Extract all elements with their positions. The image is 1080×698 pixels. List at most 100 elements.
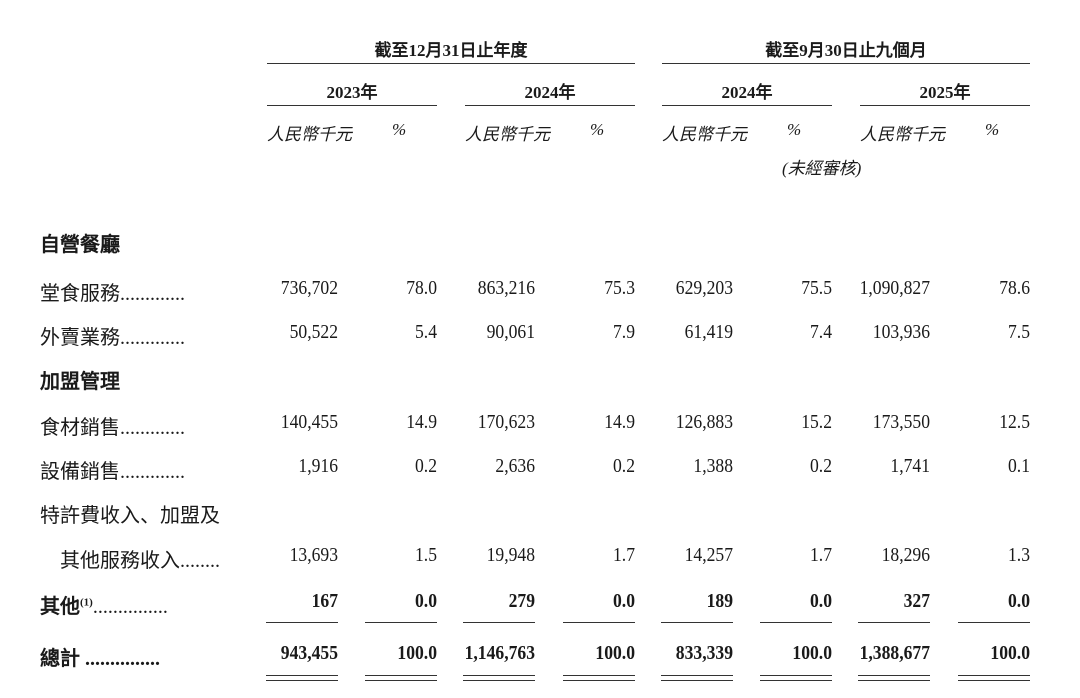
percent-cell: 12.5 <box>999 411 1030 433</box>
unit-percent-label: % <box>392 120 407 139</box>
total-double-rule <box>760 675 832 681</box>
amount-cell: 13,693 <box>289 544 338 566</box>
unaudited-note: (未經審核) <box>782 159 862 178</box>
percent-cell: 75.3 <box>604 277 635 299</box>
amount-cell: 327 <box>903 590 930 612</box>
subtotal-rule <box>661 622 733 623</box>
amount-cell: 1,090,827 <box>859 277 930 299</box>
header-rule <box>662 63 1030 64</box>
year-rule <box>662 105 832 106</box>
amount-cell: 19,948 <box>486 544 535 566</box>
amount-cell: 833,339 <box>675 642 733 664</box>
amount-cell: 18,296 <box>881 544 930 566</box>
total-double-rule <box>563 675 635 681</box>
percent-cell: 14.9 <box>406 411 437 433</box>
year-rule <box>267 105 437 106</box>
total-double-rule <box>858 675 930 681</box>
percent-cell: 7.9 <box>613 321 635 343</box>
percent-cell: 78.6 <box>999 277 1030 299</box>
amount-cell: 167 <box>311 590 338 612</box>
percent-cell: 1.7 <box>613 544 635 566</box>
percent-cell: 7.5 <box>1008 321 1030 343</box>
period-header: 截至12月31日止年度 <box>374 41 528 60</box>
percent-cell: 100.0 <box>397 642 437 664</box>
row-label: 其他服務收入........ <box>40 550 220 572</box>
unit-amount-label: 人民幣千元 <box>662 125 747 144</box>
row-label: 食材銷售............. <box>40 417 185 439</box>
header-rule <box>267 63 635 64</box>
amount-cell: 736,702 <box>280 277 338 299</box>
year-header: 2023年 <box>326 83 378 102</box>
year-rule <box>860 105 1030 106</box>
unit-percent-label: % <box>590 120 605 139</box>
percent-cell: 0.0 <box>1008 590 1030 612</box>
percent-cell: 1.5 <box>415 544 437 566</box>
percent-cell: 5.4 <box>415 321 437 343</box>
total-double-rule <box>463 675 535 681</box>
percent-cell: 1.3 <box>1008 544 1030 566</box>
percent-cell: 0.2 <box>810 455 832 477</box>
leader-dots: ............... <box>92 596 168 618</box>
amount-cell: 943,455 <box>280 642 338 664</box>
amount-cell: 2,636 <box>495 455 535 477</box>
total-double-rule <box>958 675 1030 681</box>
percent-cell: 78.0 <box>406 277 437 299</box>
row-label: 特許費收入、加盟及 <box>40 505 220 527</box>
amount-cell: 126,883 <box>675 411 733 433</box>
amount-cell: 1,146,763 <box>464 642 535 664</box>
subtotal-rule <box>563 622 635 623</box>
amount-cell: 863,216 <box>477 277 535 299</box>
row-label: 總計 ............... <box>40 648 160 670</box>
unit-amount-label: 人民幣千元 <box>267 125 352 144</box>
amount-cell: 1,388,677 <box>859 642 930 664</box>
subtotal-rule <box>958 622 1030 623</box>
row-label: 加盟管理 <box>40 371 120 393</box>
percent-cell: 15.2 <box>801 411 832 433</box>
amount-cell: 1,388 <box>693 455 733 477</box>
percent-cell: 100.0 <box>792 642 832 664</box>
footnote-marker: (1) <box>80 596 93 609</box>
amount-cell: 189 <box>706 590 733 612</box>
amount-cell: 279 <box>508 590 535 612</box>
unit-percent-label: % <box>985 120 1000 139</box>
percent-cell: 0.2 <box>613 455 635 477</box>
percent-cell: 7.4 <box>810 321 832 343</box>
year-header: 2024年 <box>524 83 576 102</box>
unit-percent-label: % <box>787 120 802 139</box>
subtotal-rule <box>266 622 338 623</box>
percent-cell: 0.2 <box>415 455 437 477</box>
amount-cell: 90,061 <box>486 321 535 343</box>
percent-cell: 100.0 <box>595 642 635 664</box>
subtotal-rule <box>365 622 437 623</box>
total-double-rule <box>266 675 338 681</box>
amount-cell: 50,522 <box>289 321 338 343</box>
amount-cell: 103,936 <box>872 321 930 343</box>
amount-cell: 14,257 <box>684 544 733 566</box>
percent-cell: 0.0 <box>415 590 437 612</box>
amount-cell: 629,203 <box>675 277 733 299</box>
period-header: 截至9月30日止九個月 <box>765 41 927 60</box>
row-label-text: 其他 <box>40 596 80 618</box>
row-label: 堂食服務............. <box>40 283 185 305</box>
subtotal-rule <box>463 622 535 623</box>
row-label: 自營餐廳 <box>40 234 120 256</box>
row-label: 設備銷售............. <box>40 461 185 483</box>
percent-cell: 0.1 <box>1008 455 1030 477</box>
unit-amount-label: 人民幣千元 <box>860 125 945 144</box>
amount-cell: 1,741 <box>890 455 930 477</box>
row-label: 其他(1)............... <box>40 590 168 619</box>
total-double-rule <box>661 675 733 681</box>
percent-cell: 0.0 <box>810 590 832 612</box>
year-header: 2025年 <box>919 83 971 102</box>
year-header: 2024年 <box>721 83 773 102</box>
amount-cell: 1,916 <box>298 455 338 477</box>
unit-amount-label: 人民幣千元 <box>465 125 550 144</box>
amount-cell: 170,623 <box>477 411 535 433</box>
year-rule <box>465 105 635 106</box>
percent-cell: 0.0 <box>613 590 635 612</box>
amount-cell: 140,455 <box>280 411 338 433</box>
total-double-rule <box>365 675 437 681</box>
subtotal-rule <box>858 622 930 623</box>
amount-cell: 61,419 <box>684 321 733 343</box>
